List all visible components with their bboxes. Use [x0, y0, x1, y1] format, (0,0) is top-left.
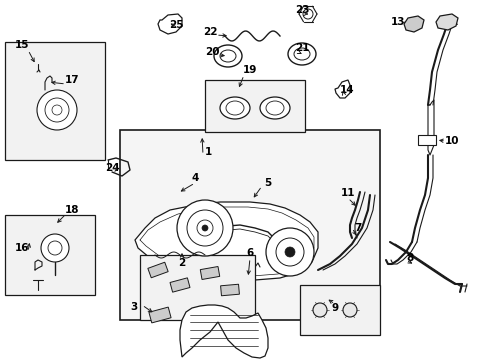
Bar	[5, 42, 105, 160]
Text: 24: 24	[104, 163, 119, 173]
Text: 17: 17	[64, 75, 79, 85]
Ellipse shape	[220, 50, 236, 62]
Ellipse shape	[260, 97, 289, 119]
Text: 11: 11	[340, 188, 354, 198]
Text: 23: 23	[294, 5, 308, 15]
Ellipse shape	[214, 45, 242, 67]
Polygon shape	[170, 278, 190, 292]
Text: 7: 7	[354, 223, 361, 233]
Polygon shape	[149, 307, 171, 323]
Text: 10: 10	[444, 136, 458, 146]
Bar	[204, 80, 305, 132]
Circle shape	[52, 105, 62, 115]
Polygon shape	[435, 14, 457, 30]
Text: 14: 14	[339, 85, 354, 95]
Bar	[5, 215, 95, 295]
Ellipse shape	[293, 48, 309, 60]
Bar	[299, 285, 379, 335]
Circle shape	[197, 220, 213, 236]
Polygon shape	[158, 14, 182, 34]
Circle shape	[275, 238, 304, 266]
Text: 8: 8	[406, 253, 413, 263]
Polygon shape	[135, 202, 317, 280]
Ellipse shape	[225, 101, 244, 115]
Text: 3: 3	[130, 302, 137, 312]
Text: 5: 5	[264, 178, 271, 188]
Text: 16: 16	[15, 243, 29, 253]
Bar	[417, 135, 435, 145]
Polygon shape	[147, 262, 168, 278]
Circle shape	[342, 303, 356, 317]
Polygon shape	[220, 284, 239, 296]
Polygon shape	[180, 305, 267, 358]
Text: 1: 1	[204, 147, 211, 157]
Text: 6: 6	[246, 248, 253, 258]
Text: 15: 15	[15, 40, 29, 50]
Circle shape	[177, 200, 232, 256]
Circle shape	[37, 90, 77, 130]
Circle shape	[265, 228, 313, 276]
Text: 4: 4	[191, 173, 198, 183]
Text: 21: 21	[294, 43, 308, 53]
Polygon shape	[403, 16, 423, 32]
Circle shape	[303, 9, 312, 19]
Circle shape	[45, 98, 69, 122]
Ellipse shape	[287, 43, 315, 65]
Text: 18: 18	[64, 205, 79, 215]
Text: 19: 19	[243, 65, 257, 75]
Text: 25: 25	[168, 20, 183, 30]
Ellipse shape	[220, 97, 249, 119]
Text: 20: 20	[204, 47, 219, 57]
Circle shape	[186, 210, 223, 246]
Circle shape	[41, 234, 69, 262]
Text: 2: 2	[178, 258, 185, 268]
Text: 9: 9	[331, 303, 338, 313]
Polygon shape	[334, 80, 349, 98]
Bar	[140, 255, 254, 320]
Circle shape	[285, 247, 294, 257]
Bar	[120, 130, 379, 320]
Text: 12: 12	[444, 17, 458, 27]
Text: 13: 13	[390, 17, 405, 27]
Circle shape	[202, 225, 207, 231]
Polygon shape	[200, 266, 219, 279]
Circle shape	[48, 241, 62, 255]
Text: 22: 22	[203, 27, 217, 37]
Ellipse shape	[265, 101, 284, 115]
Circle shape	[312, 303, 326, 317]
